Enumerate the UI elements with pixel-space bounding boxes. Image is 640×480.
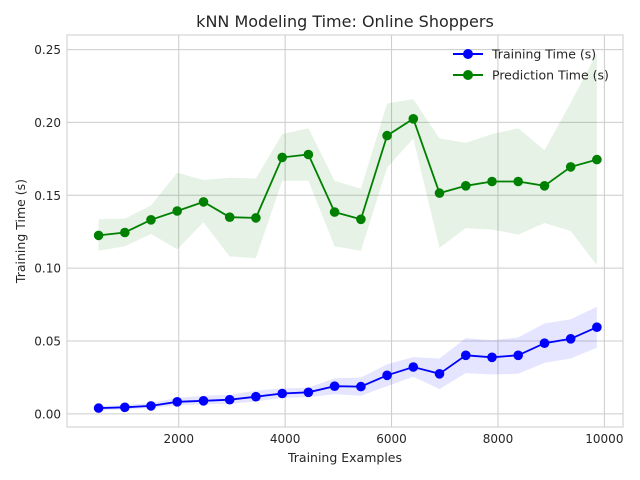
legend-label-training-time: Training Time (s): [491, 47, 596, 62]
point-prediction-time: [382, 130, 392, 141]
point-training-time: [592, 322, 602, 333]
band-prediction-time: [98, 53, 597, 266]
point-prediction-time: [434, 188, 445, 198]
x-tick-labels: 2000 4000 6000 8000 10000: [163, 432, 623, 446]
x-axis-label: Training Examples: [287, 450, 402, 465]
point-prediction-time: [120, 227, 130, 238]
point-prediction-time: [329, 207, 340, 217]
point-training-time: [513, 350, 523, 361]
point-training-time: [93, 403, 104, 413]
series-markers: [93, 114, 602, 413]
point-training-time: [277, 388, 288, 399]
y-tick-label: 0.15: [34, 189, 61, 203]
point-prediction-time: [565, 162, 576, 172]
point-prediction-time: [251, 213, 261, 223]
point-training-time: [198, 396, 209, 406]
y-tick-label: 0.05: [34, 335, 61, 349]
y-axis-label: Training Time (s): [13, 179, 28, 284]
point-prediction-time: [172, 206, 182, 216]
point-prediction-time: [303, 149, 314, 160]
band-training-time: [98, 306, 597, 411]
y-tick-labels: 0.00 0.05 0.10 0.15 0.20 0.25: [34, 43, 61, 421]
x-tick-label: 10000: [585, 432, 623, 446]
point-training-time: [461, 350, 471, 361]
point-prediction-time: [513, 176, 523, 187]
point-training-time: [172, 397, 182, 407]
y-tick-label: 0.00: [34, 407, 61, 421]
point-training-time: [565, 334, 576, 344]
x-tick-label: 8000: [483, 432, 514, 446]
point-training-time: [434, 369, 445, 379]
point-prediction-time: [539, 181, 550, 191]
point-prediction-time: [408, 114, 419, 124]
legend-marker-training-time: [463, 49, 473, 59]
point-prediction-time: [277, 152, 288, 163]
point-prediction-time: [487, 176, 497, 187]
chart-title: kNN Modeling Time: Online Shoppers: [196, 12, 494, 31]
y-tick-label: 0.10: [34, 262, 61, 276]
x-tick-label: 4000: [270, 432, 301, 446]
point-prediction-time: [356, 214, 366, 225]
point-training-time: [146, 401, 156, 411]
point-training-time: [408, 362, 419, 372]
legend-marker-prediction-time: [463, 70, 473, 80]
point-prediction-time: [93, 230, 104, 241]
point-training-time: [539, 338, 550, 349]
plot-area-frame: [66, 34, 624, 428]
point-training-time: [251, 391, 261, 402]
point-training-time: [487, 352, 497, 363]
legend: Training Time (s) Prediction Time (s): [453, 47, 609, 83]
confidence-bands: [98, 53, 597, 411]
x-tick-label: 6000: [376, 432, 407, 446]
y-tick-label: 0.20: [34, 116, 61, 130]
legend-label-prediction-time: Prediction Time (s): [492, 68, 609, 83]
plot-area-background: [67, 35, 623, 427]
point-training-time: [303, 387, 314, 398]
point-training-time: [224, 394, 235, 405]
point-prediction-time: [146, 215, 156, 225]
point-prediction-time: [592, 154, 602, 165]
point-prediction-time: [224, 212, 235, 222]
point-prediction-time: [461, 181, 471, 191]
grid-lines: [67, 35, 623, 427]
point-prediction-time: [198, 197, 209, 207]
point-training-time: [329, 381, 340, 392]
point-training-time: [356, 381, 366, 392]
y-tick-label: 0.25: [34, 43, 61, 57]
x-tick-label: 2000: [163, 432, 194, 446]
point-training-time: [382, 370, 392, 381]
point-training-time: [120, 402, 130, 413]
